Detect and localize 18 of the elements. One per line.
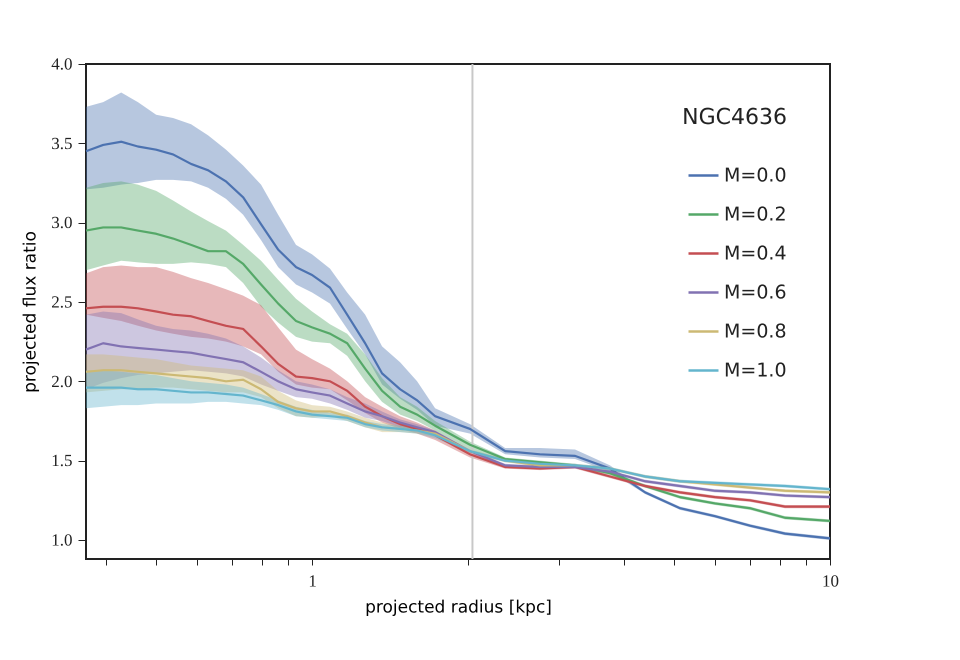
legend-label: M=0.6 — [724, 282, 787, 304]
y-tick-label: 1.0 — [51, 530, 72, 550]
legend-label: M=0.4 — [724, 242, 787, 264]
y-tick-label: 1.5 — [51, 451, 72, 470]
y-tick-label: 2.5 — [51, 292, 72, 312]
y-axis-title: projected flux ratio — [20, 231, 40, 393]
legend-title: NGC4636 — [682, 105, 787, 130]
legend-label: M=0.2 — [724, 204, 787, 226]
y-tick-label: 2.0 — [51, 372, 72, 391]
y-tick-label: 3.5 — [51, 134, 72, 153]
y-tick-label: 4.0 — [51, 54, 72, 74]
x-axis-title: projected radius [kpc] — [365, 598, 552, 618]
y-tick-label: 3.0 — [51, 213, 72, 232]
x-tick-label: 10 — [822, 572, 839, 590]
legend-label: M=1.0 — [724, 360, 787, 382]
x-tick-label: 1 — [308, 572, 317, 590]
legend-label: M=0.0 — [724, 164, 787, 186]
legend-label: M=0.8 — [724, 320, 787, 342]
